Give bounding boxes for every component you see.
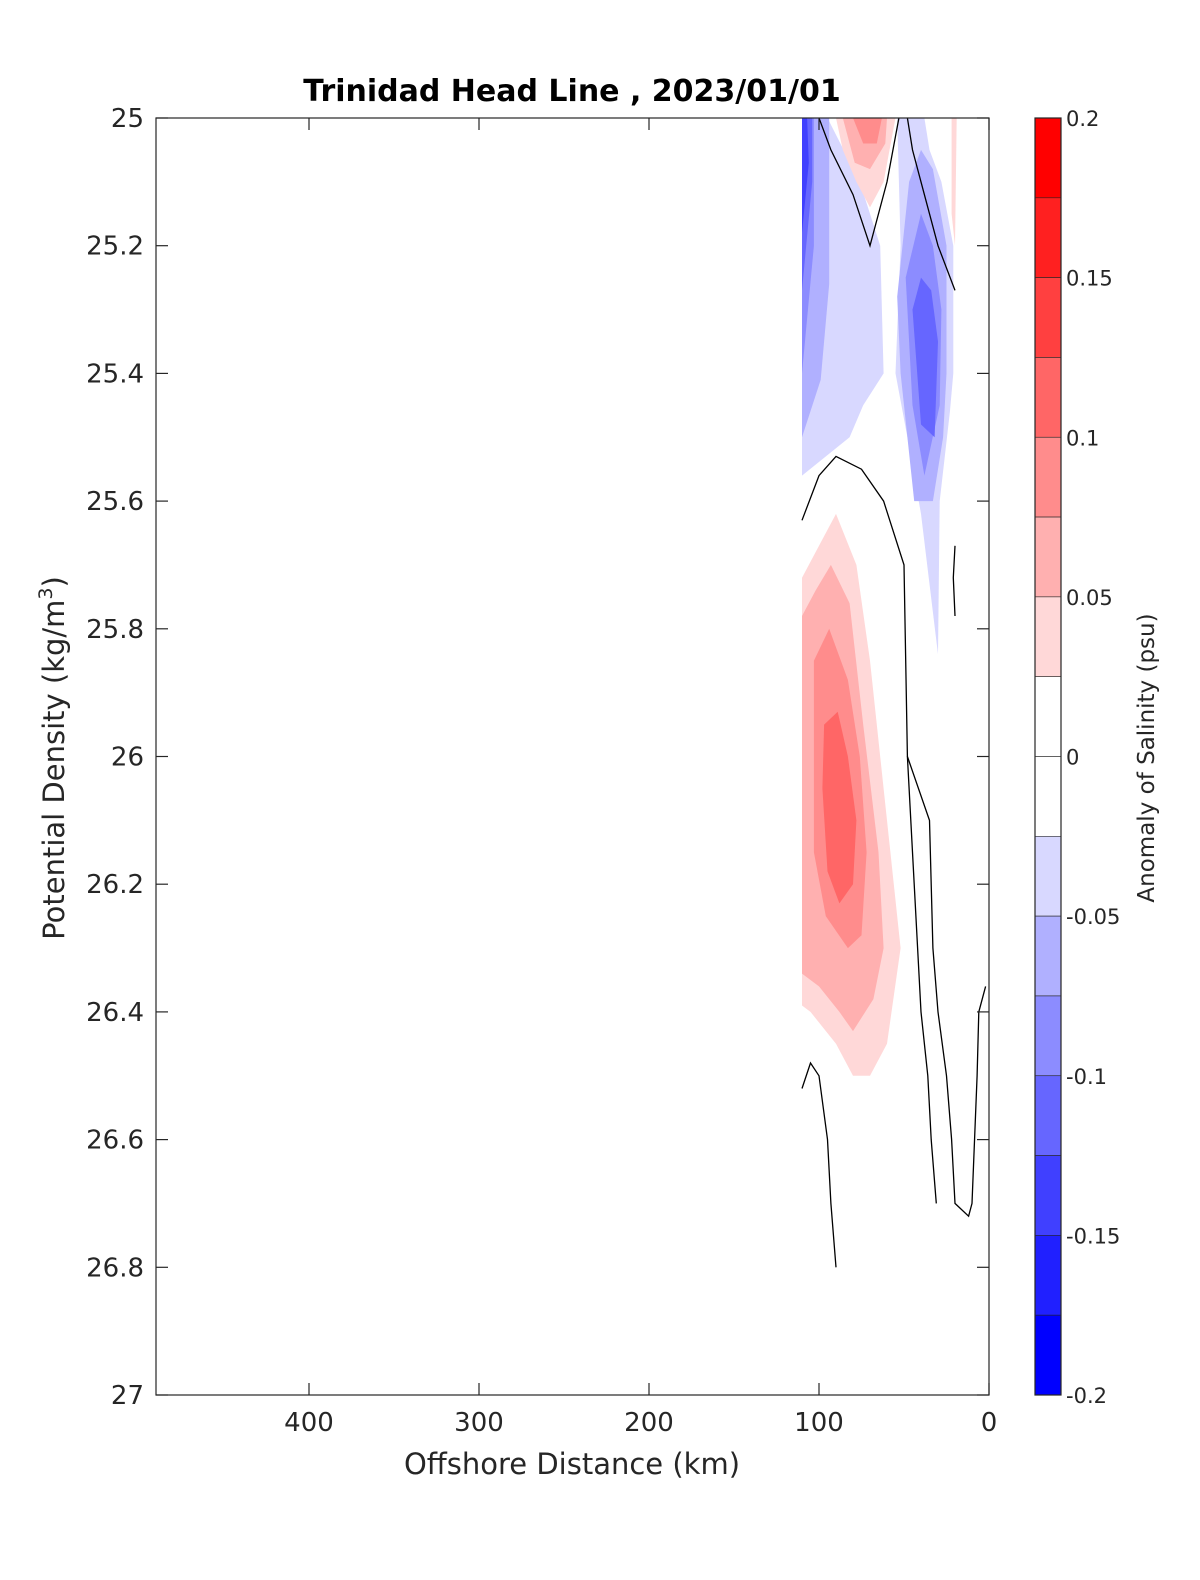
colorbar: 0.2 0.15 0.1 0.05 0 -0.05 -0.1 -0.15 -0.2 xyxy=(1034,107,1120,1408)
contour-line-zero-contour-surface-loop xyxy=(818,118,900,248)
x-axis-ticks: 400 300 200 100 0 xyxy=(284,118,997,1438)
zero-contour-lines xyxy=(801,118,987,1268)
y-axis-label-end: ) xyxy=(37,576,71,587)
filled-region-negative-anomaly-core-right-4 xyxy=(912,277,938,438)
y-axis-label-main: Potential Density (kg/m xyxy=(37,600,71,940)
colorbar-level xyxy=(1034,1314,1062,1396)
colorbar-tick-label: 0.05 xyxy=(1066,586,1113,610)
y-tick-label: 26.6 xyxy=(86,1126,144,1156)
colorbar-tick-label: 0 xyxy=(1066,746,1079,770)
colorbar-level xyxy=(1034,1155,1062,1236)
y-tick-label: 26.4 xyxy=(86,998,144,1028)
colorbar-tick-label: -0.15 xyxy=(1066,1224,1120,1248)
contour-line-zero-contour-deep-loop xyxy=(801,455,987,1218)
filled-region-positive-anomaly-nearshore-edge xyxy=(951,118,957,246)
filled-contours xyxy=(802,118,957,1076)
colorbar-level xyxy=(1034,836,1062,917)
colorbar-level xyxy=(1034,995,1062,1077)
y-tick-label: 25.6 xyxy=(86,487,144,517)
contour-line-zero-contour-deep-tail xyxy=(801,1061,837,1268)
colorbar-tick-label: 0.2 xyxy=(1066,107,1099,131)
y-tick-label: 26.8 xyxy=(86,1253,144,1283)
y-tick-label: 27 xyxy=(111,1381,144,1411)
y-tick-label: 25.4 xyxy=(86,359,144,389)
contour-line-zero-contour-nearshore-bottom xyxy=(906,756,937,1204)
y-axis-label: Potential Density (kg/m3) xyxy=(35,576,71,940)
y-tick-label: 25.8 xyxy=(86,615,144,645)
colorbar-tick-label: -0.2 xyxy=(1066,1384,1107,1408)
colorbar-level xyxy=(1034,756,1062,837)
x-tick-label: 200 xyxy=(624,1408,674,1438)
colorbar-level xyxy=(1034,516,1062,598)
colorbar-level xyxy=(1034,277,1062,358)
colorbar-level xyxy=(1034,1235,1062,1316)
colorbar-level xyxy=(1034,596,1062,677)
y-tick-label: 26 xyxy=(111,743,144,773)
colorbar-label: Anomaly of Salinity (psu) xyxy=(1134,613,1160,902)
y-axis-label-superscript: 3 xyxy=(35,587,57,599)
colorbar-frame xyxy=(1034,117,1062,1396)
y-tick-label: 26.2 xyxy=(86,870,144,900)
filled-region-positive-anomaly-deep-core-4 xyxy=(822,711,857,904)
colorbar-level xyxy=(1034,357,1062,438)
colorbar-level xyxy=(1034,676,1062,757)
y-tick-label: 25 xyxy=(111,104,144,134)
filled-region-negative-anomaly-nearshore-band-left-5 xyxy=(802,118,809,233)
colorbar-level xyxy=(1034,436,1062,518)
colorbar-tick-label: -0.1 xyxy=(1066,1065,1107,1089)
chart-title: Trinidad Head Line , 2023/01/01 xyxy=(303,74,840,109)
colorbar-level xyxy=(1034,117,1062,199)
x-tick-label: 400 xyxy=(284,1408,334,1438)
colorbar-tick-label: 0.15 xyxy=(1066,267,1113,291)
x-tick-label: 0 xyxy=(981,1408,998,1438)
contour-line-zero-contour-edge xyxy=(952,545,956,617)
y-axis-ticks: 25 25.2 25.4 25.6 25.8 26 26.2 26.4 26.6 26.8 27 xyxy=(86,104,989,1411)
colorbar-level xyxy=(1034,1075,1062,1156)
x-tick-label: 300 xyxy=(454,1408,504,1438)
colorbar-tick-label: -0.05 xyxy=(1066,905,1120,929)
x-tick-label: 100 xyxy=(794,1408,844,1438)
y-tick-label: 25.2 xyxy=(86,232,144,262)
contour-line-zero-contour-nearshore xyxy=(906,118,956,291)
colorbar-level xyxy=(1034,197,1062,278)
colorbar-level xyxy=(1034,915,1062,997)
colorbar-tick-label: 0.1 xyxy=(1066,426,1099,450)
x-axis-label: Offshore Distance (km) xyxy=(404,1447,740,1481)
filled-region-positive-anomaly-surface-3 xyxy=(853,118,882,144)
